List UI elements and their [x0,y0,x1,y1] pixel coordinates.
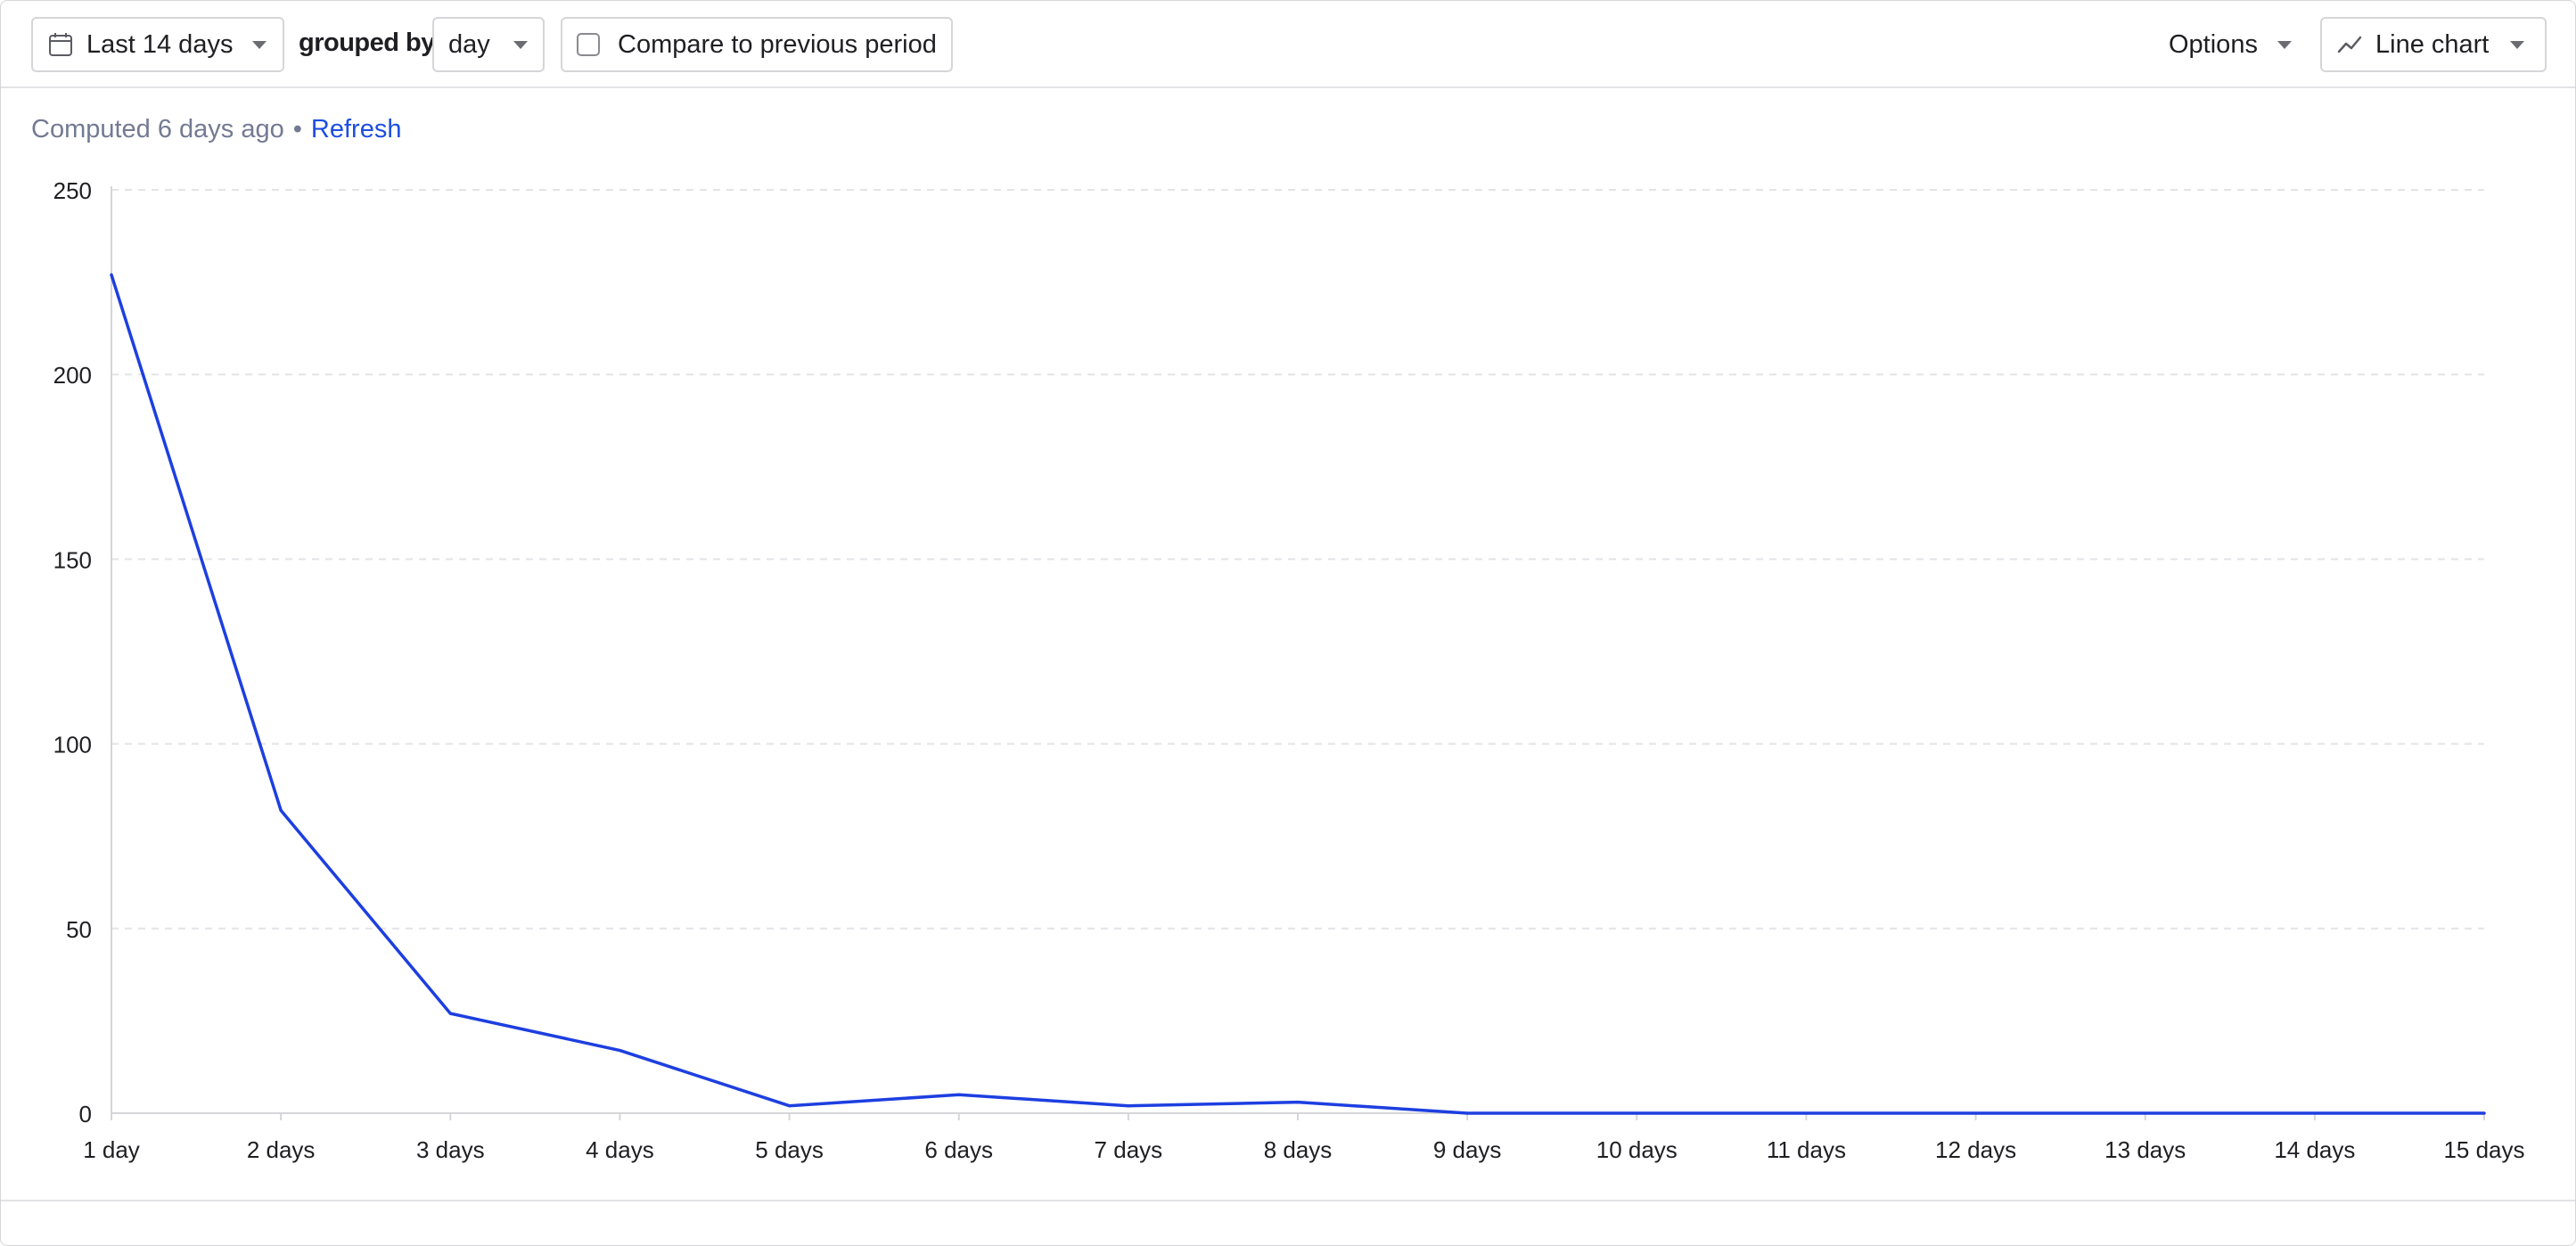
separator-dot: • [292,115,302,143]
x-tick-label: 11 days [1767,1136,1846,1163]
series-line [110,273,2486,1115]
x-tick-label: 12 days [1935,1136,2016,1163]
data-point [956,1092,962,1097]
data-point [617,1048,622,1053]
data-point [278,807,283,813]
data-point [1295,1100,1300,1105]
chart-type-select[interactable]: Line chart [2320,17,2547,72]
x-tick-label: 3 days [416,1136,485,1163]
data-point [447,1011,453,1016]
x-tick-label: 4 days [586,1136,654,1163]
interval-select[interactable]: day [432,17,545,72]
y-tick-label: 100 [53,732,92,758]
data-point [1634,1111,1639,1116]
chevron-down-icon [513,40,528,49]
divider [1,1200,2575,1201]
x-tick-label: 8 days [1264,1136,1333,1163]
compare-toggle[interactable]: Compare to previous period [561,17,953,72]
y-tick-label: 200 [53,362,92,389]
x-tick-label: 5 days [755,1136,824,1163]
chevron-down-icon [2277,40,2292,49]
interval-label: day [448,29,490,59]
chevron-down-icon [2510,40,2525,49]
data-point [787,1103,792,1109]
date-range-select[interactable]: Last 14 days [31,17,284,72]
grouped-by-label: grouped by [299,29,435,57]
x-tick-label: 1 day [83,1136,140,1163]
y-tick-label: 150 [53,546,92,573]
compare-label: Compare to previous period [618,29,937,59]
y-tick-label: 250 [53,177,92,204]
x-tick-label: 2 days [247,1136,316,1163]
data-point [2143,1111,2148,1116]
line-chart-icon [2336,31,2363,58]
options-button[interactable]: Options [2169,17,2292,72]
line-chart: 0 50 100 150 200 250 1 day 2 days 3 days 4 days 5 … [53,177,2525,1163]
data-point [1126,1103,1131,1109]
options-label: Options [2169,29,2258,59]
data-point [109,272,114,277]
date-range-label: Last 14 days [86,29,234,59]
y-tick-label: 50 [66,916,92,943]
calendar-icon [47,31,74,58]
data-point [1803,1111,1809,1116]
chart-type-label: Line chart [2375,29,2490,59]
data-point [2312,1111,2318,1116]
x-tick-label: 9 days [1433,1136,1502,1163]
x-tick-label: 13 days [2104,1136,2186,1163]
computed-text: Computed 6 days ago [31,115,284,143]
data-point [1464,1111,1470,1116]
x-tick-label: 7 days [1095,1136,1163,1163]
x-tick-label: 6 days [924,1136,993,1163]
computed-status: Computed 6 days ago • Refresh [31,115,401,144]
data-point [2482,1111,2487,1116]
x-tick-label: 14 days [2274,1136,2355,1163]
data-point [1973,1111,1979,1116]
chevron-down-icon [252,40,267,49]
x-tick-label: 15 days [2443,1136,2524,1163]
toolbar: Last 14 days grouped by day Compare to p… [1,1,2575,88]
x-tick-label: 10 days [1596,1136,1678,1163]
compare-checkbox[interactable] [577,33,600,56]
y-tick-label: 0 [79,1101,92,1127]
refresh-link[interactable]: Refresh [310,115,402,143]
